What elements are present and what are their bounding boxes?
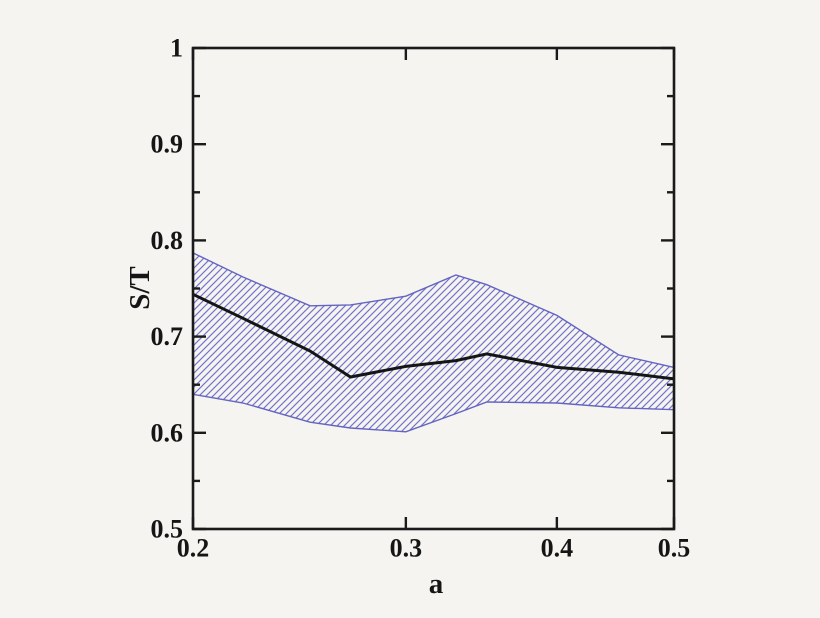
- mean-line: [192, 292, 675, 381]
- x-axis-tick-label: 0.2: [177, 533, 210, 562]
- y-axis-tick-label: 0.6: [151, 418, 184, 447]
- mean-line-group: [192, 292, 675, 381]
- y-axis-tick-label: 1: [170, 34, 183, 63]
- x-axis-tick-label: 0.5: [658, 533, 691, 562]
- y-axis-tick-label: 0.7: [151, 322, 184, 351]
- y-axis-tick-label: 0.8: [151, 226, 184, 255]
- x-axis-title: a: [429, 568, 444, 600]
- x-axis-tick-label: 0.3: [390, 533, 423, 562]
- y-axis-tick-label: 0.5: [151, 515, 184, 544]
- y-axis-title: S/T: [124, 266, 156, 310]
- x-axis-tick-label: 0.4: [541, 533, 574, 562]
- axis-ticks-group: [191, 46, 676, 531]
- y-axis-tick-label: 0.9: [151, 130, 184, 159]
- axis-labels-group: 0.2 0.3 0.4 0.5 0.5 0.6 0.7 0.8 0.9 1 a S/T: [124, 34, 690, 601]
